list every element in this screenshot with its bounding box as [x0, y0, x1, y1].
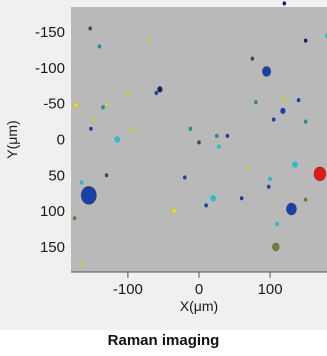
particle-point	[72, 216, 77, 221]
particle-point	[104, 102, 109, 108]
particle-point	[154, 90, 159, 96]
particle-point	[239, 196, 244, 201]
particle-point	[79, 262, 84, 267]
y-tick-label: -150	[35, 24, 65, 41]
particle-point	[250, 56, 255, 61]
particle-point	[271, 117, 276, 122]
particle-point	[268, 176, 272, 182]
x-tick-label: 100	[258, 281, 283, 298]
particle-point	[266, 184, 271, 189]
particle-point	[313, 166, 327, 182]
particle-point	[282, 1, 287, 6]
y-axis: -150 -100 -50 0 50 100 150	[35, 24, 65, 256]
particle-point	[214, 133, 219, 139]
particle-point	[210, 195, 216, 202]
y-tick-label: -50	[43, 96, 65, 113]
particle-point	[285, 202, 297, 216]
particle-point	[182, 175, 187, 180]
particle-point	[89, 126, 93, 131]
particle-point	[88, 26, 93, 31]
particle-point	[104, 173, 109, 178]
x-tick-label: 0	[195, 281, 203, 298]
plot-area	[71, 7, 327, 272]
x-tick-label: -100	[113, 281, 143, 298]
particle-point	[101, 105, 105, 110]
y-axis-label: Y(μm)	[4, 120, 20, 158]
particle-point	[275, 221, 280, 227]
particle-point	[303, 38, 308, 43]
figure-caption: Raman imaging	[107, 332, 220, 349]
y-tick-label: -100	[35, 60, 65, 77]
particle-point	[303, 197, 308, 202]
particle-point	[303, 119, 308, 124]
particle-point	[97, 44, 102, 49]
particle-point	[171, 207, 177, 215]
particle-point	[188, 126, 193, 131]
particle-point	[246, 165, 251, 171]
x-axis-label: X(μm)	[180, 298, 218, 314]
particle-point	[261, 66, 272, 77]
particle-point	[254, 100, 258, 105]
raman-scatter-chart: -100 0 100 -150 -100 -50 0 50 100 150 X(μm) Y(μm…	[4, 1, 327, 314]
y-tick-label: 0	[57, 132, 65, 149]
particle-point	[271, 242, 280, 252]
y-tick-label: 150	[40, 239, 65, 256]
particle-point	[80, 185, 97, 205]
y-tick-label: 50	[48, 167, 65, 184]
particle-point	[114, 136, 120, 143]
particle-point	[204, 203, 208, 208]
x-axis: -100 0 100	[71, 271, 327, 298]
particle-point	[296, 97, 301, 103]
particle-point	[126, 92, 130, 97]
particle-point	[157, 86, 163, 93]
particle-point	[197, 140, 201, 145]
particle-point	[217, 144, 221, 149]
particle-point	[280, 107, 286, 115]
particle-point	[225, 133, 230, 139]
particle-point	[282, 97, 287, 103]
particle-point	[73, 101, 79, 109]
particle-point	[292, 161, 298, 168]
particle-point	[129, 128, 134, 134]
y-tick-label: 100	[40, 203, 65, 220]
particle-point	[91, 117, 96, 122]
particle-marks	[72, 1, 327, 267]
particle-point	[79, 180, 84, 185]
particle-point	[147, 37, 152, 42]
